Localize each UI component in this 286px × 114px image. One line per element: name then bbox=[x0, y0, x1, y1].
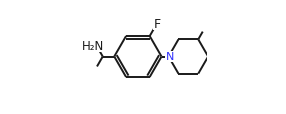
Text: N: N bbox=[165, 52, 174, 62]
Text: F: F bbox=[154, 17, 161, 30]
Text: H₂N: H₂N bbox=[82, 39, 104, 52]
